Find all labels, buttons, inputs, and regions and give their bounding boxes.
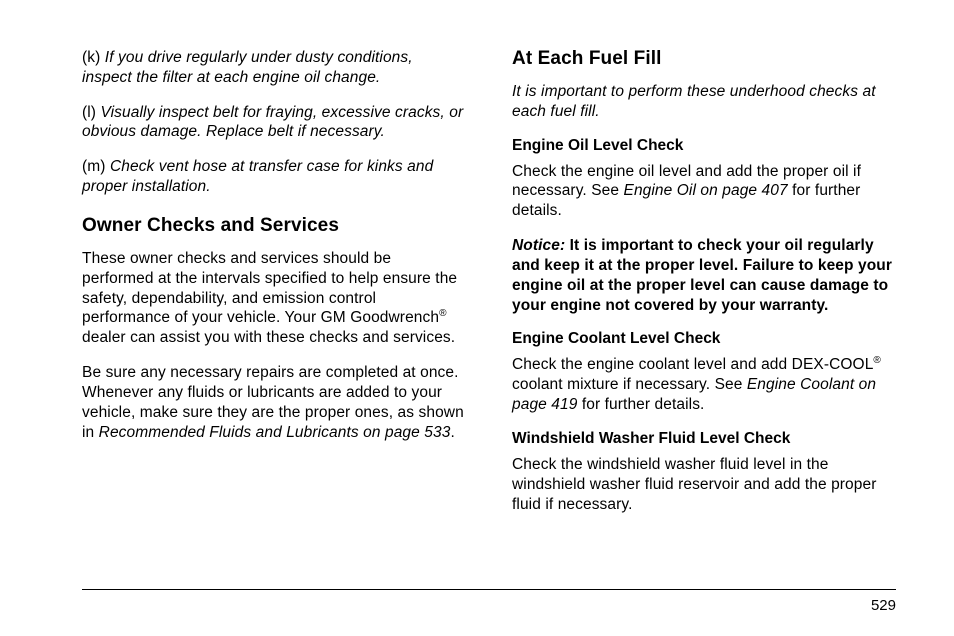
fuel-fill-intro: It is important to perform these underho… (512, 82, 896, 122)
owner-p1b: dealer can assist you with these checks … (82, 329, 455, 346)
owner-p1a: These owner checks and services should b… (82, 250, 457, 326)
coolant-p-c: for further details. (577, 396, 704, 413)
oil-check-heading: Engine Oil Level Check (512, 137, 896, 155)
oil-check-para: Check the engine oil level and add the p… (512, 162, 896, 221)
owner-checks-para-1: These owner checks and services should b… (82, 249, 466, 348)
right-column: At Each Fuel Fill It is important to per… (512, 48, 896, 529)
coolant-p-a: Check the engine coolant level and add D… (512, 356, 873, 373)
owner-p2-ref: Recommended Fluids and Lubricants on pag… (99, 424, 451, 441)
owner-checks-heading: Owner Checks and Services (82, 215, 466, 237)
notice-text: It is important to check your oil regula… (512, 237, 892, 313)
note-k-text: If you drive regularly under dusty condi… (82, 49, 413, 86)
owner-p2b: . (450, 424, 454, 441)
fuel-fill-heading: At Each Fuel Fill (512, 48, 896, 70)
owner-checks-para-2: Be sure any necessary repairs are comple… (82, 363, 466, 442)
note-l-prefix: (l) (82, 104, 96, 121)
notice-label: Notice: (512, 237, 565, 254)
left-column: (k) If you drive regularly under dusty c… (82, 48, 466, 529)
note-l-text: Visually inspect belt for fraying, exces… (82, 104, 463, 141)
page-number: 529 (871, 597, 896, 614)
footer-rule (82, 589, 896, 590)
note-k-prefix: (k) (82, 49, 100, 66)
note-l: (l) Visually inspect belt for fraying, e… (82, 103, 466, 143)
coolant-check-para: Check the engine coolant level and add D… (512, 355, 896, 414)
coolant-p-b: coolant mixture if necessary. See (512, 376, 747, 393)
note-k: (k) If you drive regularly under dusty c… (82, 48, 466, 88)
note-m: (m) Check vent hose at transfer case for… (82, 157, 466, 197)
oil-p-ref: Engine Oil on page 407 (624, 182, 788, 199)
coolant-check-heading: Engine Coolant Level Check (512, 330, 896, 348)
note-m-prefix: (m) (82, 158, 106, 175)
registered-symbol: ® (439, 308, 447, 319)
page-content: (k) If you drive regularly under dusty c… (0, 0, 954, 529)
registered-symbol: ® (873, 355, 881, 366)
note-m-text: Check vent hose at transfer case for kin… (82, 158, 433, 195)
washer-check-heading: Windshield Washer Fluid Level Check (512, 430, 896, 448)
notice-para: Notice: It is important to check your oi… (512, 236, 896, 315)
washer-check-para: Check the windshield washer fluid level … (512, 455, 896, 514)
